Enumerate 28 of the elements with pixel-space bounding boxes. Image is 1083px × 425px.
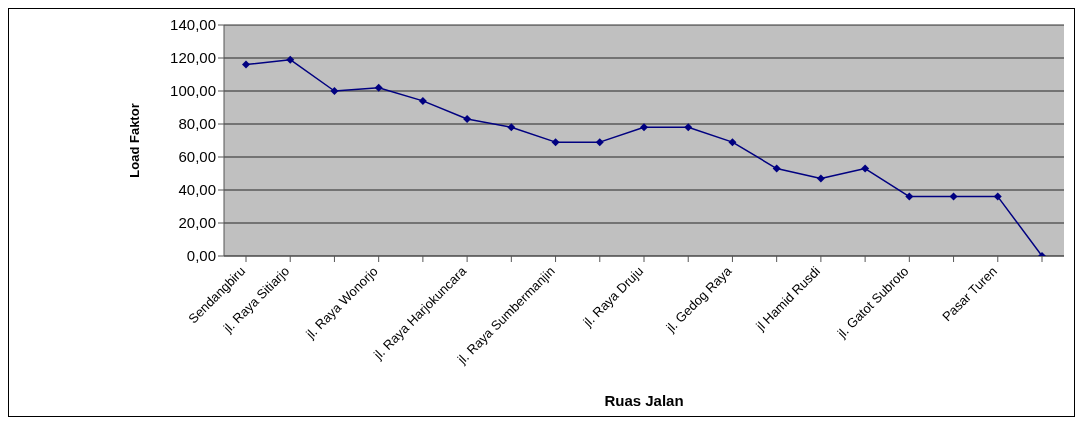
point [949, 192, 958, 201]
point [640, 123, 648, 132]
y-tick-label: 0,00 [186, 247, 216, 265]
y-tick-label: 80,00 [178, 115, 216, 133]
y-tick-label: 140,00 [170, 16, 216, 34]
point [905, 192, 914, 201]
y-tick-label: 100,00 [170, 82, 216, 100]
y-tick-label: 60,00 [178, 148, 216, 166]
point [728, 138, 737, 147]
point [463, 115, 472, 124]
point [772, 164, 781, 173]
point [993, 192, 1002, 201]
y-axis-title: Load Faktor [126, 103, 142, 178]
point [374, 83, 383, 92]
y-tick-label: 20,00 [178, 214, 216, 232]
point [242, 60, 250, 69]
point [330, 87, 339, 95]
point [861, 164, 870, 173]
x-axis-title: Ruas Jalan [604, 392, 684, 409]
point [684, 123, 693, 132]
y-tick-label: 40,00 [178, 181, 216, 199]
point [551, 138, 560, 147]
point [507, 123, 516, 132]
point [595, 138, 604, 147]
point [816, 174, 825, 183]
y-tick-label: 120,00 [170, 49, 216, 67]
point [418, 96, 427, 105]
point [286, 55, 295, 64]
